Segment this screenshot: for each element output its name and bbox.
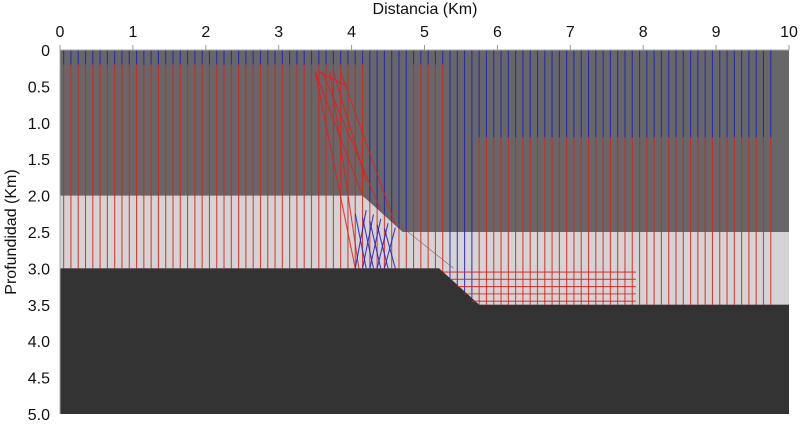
x-tick-label: 5 bbox=[420, 24, 429, 41]
oblique-red-ray bbox=[340, 71, 396, 225]
x-tick-label: 4 bbox=[347, 24, 356, 41]
reflected-blue-ray bbox=[383, 228, 396, 269]
y-tick-label: 2.0 bbox=[28, 189, 50, 206]
diagonal-ray bbox=[362, 195, 454, 269]
x-tick-label: 0 bbox=[56, 24, 65, 41]
y-tick-label: 2.5 bbox=[28, 225, 50, 242]
oblique-red-ray bbox=[332, 71, 367, 182]
oblique-red-ray bbox=[321, 71, 382, 211]
x-tick-label: 2 bbox=[201, 24, 210, 41]
oblique-red-ray bbox=[318, 71, 349, 87]
x-tick-label: 6 bbox=[493, 24, 502, 41]
y-tick-label: 1.0 bbox=[28, 116, 50, 133]
x-tick-label: 3 bbox=[274, 24, 283, 41]
y-tick-label: 5.0 bbox=[28, 407, 50, 422]
y-tick-label: 0 bbox=[41, 43, 50, 60]
axis-ticks: 0 1 2 3 4 5 6 7 8 9 10 0 0.5 1.0 1.5 2.0 2.5 3.0 3.5 4.0 4.5… bbox=[28, 24, 798, 424]
y-tick-label: 4.0 bbox=[28, 334, 50, 351]
oblique-red-ray bbox=[314, 71, 356, 269]
x-tick-label: 7 bbox=[566, 24, 575, 41]
y-axis-title: Profundidad (Km) bbox=[3, 169, 20, 294]
y-tick-label: 3.0 bbox=[28, 261, 50, 278]
middle-layer bbox=[60, 195, 789, 305]
plot-area bbox=[60, 50, 789, 414]
y-tick-label: 4.5 bbox=[28, 371, 50, 388]
x-axis-title: Distancia (Km) bbox=[373, 1, 478, 18]
x-tick-label: 1 bbox=[128, 24, 137, 41]
x-tick-label: 8 bbox=[639, 24, 648, 41]
oblique-red-ray bbox=[329, 71, 360, 269]
basement-layer bbox=[60, 268, 789, 414]
y-tick-label: 0.5 bbox=[28, 79, 50, 96]
y-tick-label: 3.5 bbox=[28, 298, 50, 315]
y-tick-label: 1.5 bbox=[28, 152, 50, 169]
x-tick-label: 10 bbox=[780, 24, 798, 41]
x-tick-label: 9 bbox=[712, 24, 721, 41]
